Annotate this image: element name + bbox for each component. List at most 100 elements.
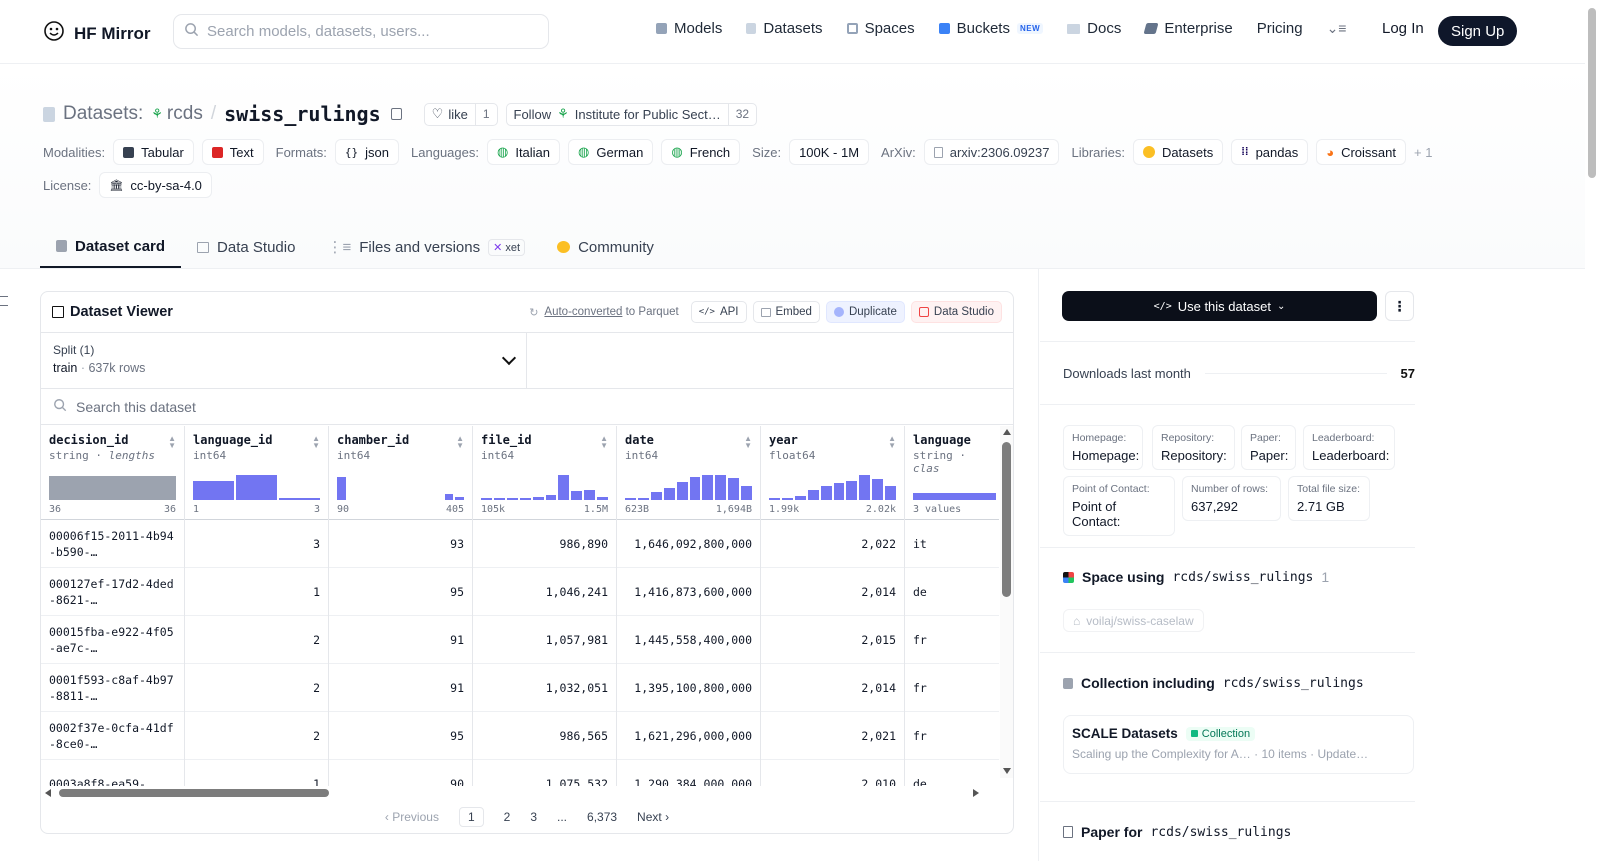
info-homepage[interactable]: Homepage: Homepage: (1063, 425, 1143, 470)
page-scroll-thumb[interactable] (1588, 8, 1596, 178)
table-cell[interactable]: 2 (185, 664, 328, 712)
histogram-bar[interactable] (625, 498, 636, 500)
table-cell[interactable]: 2 (185, 616, 328, 664)
scroll-thumb[interactable] (1002, 442, 1011, 597)
page-1[interactable]: 1 (458, 807, 484, 827)
prev-page[interactable]: ‹ Previous (384, 810, 439, 824)
histogram-bar[interactable] (506, 497, 518, 500)
info-leaderboard[interactable]: Leaderboard: Leaderboard: (1303, 425, 1395, 470)
histogram-bar[interactable] (444, 493, 454, 500)
scroll-down-icon[interactable] (1003, 768, 1011, 774)
table-cell[interactable]: 1,395,100,800,000 (617, 664, 760, 712)
nav-models[interactable]: Models (656, 20, 722, 37)
info-repository[interactable]: Repository: Repository: (1152, 425, 1235, 470)
nav-enterprise[interactable]: Enterprise (1143, 20, 1233, 37)
nav-buckets[interactable]: Buckets NEW (938, 20, 1044, 37)
histogram-bar[interactable] (807, 489, 819, 500)
more-menu-icon[interactable]: ⌄≡ (1326, 20, 1347, 36)
copy-icon[interactable] (390, 108, 402, 120)
auto-converted-link[interactable]: Auto-converted (544, 306, 623, 318)
table-cell[interactable]: 000127ef-17d2-4ded-8621-… (41, 568, 184, 616)
histogram-bar[interactable] (532, 497, 544, 500)
table-cell[interactable]: 1 (185, 760, 328, 787)
table-cell[interactable]: fr (905, 616, 999, 664)
horizontal-scrollbar[interactable] (41, 786, 999, 800)
histogram-bar[interactable] (558, 475, 570, 500)
table-cell[interactable]: 1,075,532 (473, 760, 616, 787)
histogram-bar[interactable] (571, 490, 583, 500)
nav-datasets[interactable]: Datasets (746, 20, 823, 37)
column-header[interactable]: language string · clas 3 values (905, 426, 999, 520)
scroll-left-icon[interactable] (45, 789, 51, 797)
follow-button[interactable]: Follow ⚘ Institute for Public Sect… 32 (505, 102, 758, 126)
dataset-name[interactable]: swiss_rulings (224, 102, 381, 126)
histogram-bar[interactable] (676, 481, 688, 500)
table-cell[interactable]: 1,445,558,400,000 (617, 616, 760, 664)
table-cell[interactable]: 95 (329, 712, 472, 760)
histogram-bar[interactable] (846, 480, 858, 500)
table-cell[interactable]: 2,021 (761, 712, 904, 760)
table-cell[interactable]: 1,032,051 (473, 664, 616, 712)
space-item[interactable]: ⌂ voilaj/swiss-caselaw (1063, 609, 1204, 632)
histogram-bar[interactable] (769, 498, 780, 500)
like-button[interactable]: ♡ like 1 (423, 102, 498, 126)
column-header[interactable]: date int64 ▲ ▼ 623B 1,694B (617, 426, 760, 520)
sort-icon[interactable]: ▲ ▼ (168, 434, 176, 450)
tag-json[interactable]: {} json (334, 139, 400, 165)
nav-docs[interactable]: Docs (1067, 20, 1121, 37)
table-cell[interactable]: 1,416,873,600,000 (617, 568, 760, 616)
collection-card[interactable]: SCALE Datasets Collection Scaling up the… (1063, 715, 1414, 774)
tab-community[interactable]: Community (541, 226, 670, 268)
column-header[interactable]: language_id int64 ▲ ▼ 1 3 (185, 426, 328, 520)
table-cell[interactable]: 95 (329, 568, 472, 616)
histogram-bar[interactable] (781, 498, 793, 500)
table-cell[interactable]: 1,290,384,000,000 (617, 760, 760, 787)
histogram-bar[interactable] (859, 475, 871, 500)
split-selector[interactable]: Split (1) train · 637k rows (41, 333, 527, 388)
tag-tabular[interactable]: Tabular (113, 139, 194, 165)
table-cell[interactable]: 1,046,241 (473, 568, 616, 616)
histogram-bar[interactable] (885, 485, 897, 500)
sort-icon[interactable]: ▲ ▼ (888, 434, 896, 450)
info-contact[interactable]: Point of Contact: Point of Contact: (1063, 476, 1175, 536)
table-cell[interactable]: 2 (185, 712, 328, 760)
scroll-up-icon[interactable] (1003, 429, 1011, 435)
table-cell[interactable]: 986,890 (473, 520, 616, 568)
column-header[interactable]: file_id int64 ▲ ▼ 105k 1.5M (473, 426, 616, 520)
column-header[interactable]: chamber_id int64 ▲ ▼ 90 405 (329, 426, 472, 520)
table-cell[interactable]: 3 (185, 520, 328, 568)
histogram-bar[interactable] (49, 476, 176, 500)
data-studio-button[interactable]: Data Studio (910, 301, 1002, 323)
histogram-bar[interactable] (584, 489, 596, 500)
table-cell[interactable]: 986,565 (473, 712, 616, 760)
vertical-scrollbar[interactable] (1000, 426, 1013, 778)
table-cell[interactable]: 2,010 (761, 760, 904, 787)
tag-italian[interactable]: ◍ Italian (486, 139, 561, 165)
login-link[interactable]: Log In (1382, 20, 1424, 37)
tag-datasets-lib[interactable]: Datasets (1132, 139, 1224, 165)
column-header[interactable]: decision_id string · lengths ▲ ▼ 36 36 (41, 426, 184, 520)
org-link[interactable]: rcds (166, 103, 203, 124)
hscroll-thumb[interactable] (59, 789, 329, 797)
sort-icon[interactable]: ▲ ▼ (600, 434, 608, 450)
tag-arxiv[interactable]: arxiv:2306.09237 (923, 139, 1060, 165)
tag-text[interactable]: Text (201, 139, 264, 165)
table-cell[interactable]: de (905, 568, 999, 616)
tag-german[interactable]: ◍ German (568, 139, 654, 165)
column-header[interactable]: year float64 ▲ ▼ 1.99k 2.02k (761, 426, 904, 520)
duplicate-button[interactable]: Duplicate (825, 301, 905, 323)
table-cell[interactable]: fr (905, 664, 999, 712)
libraries-more[interactable]: + 1 (1414, 144, 1433, 160)
histogram-bar[interactable] (663, 488, 675, 500)
histogram-bar[interactable] (481, 498, 492, 500)
histogram-bar[interactable] (637, 498, 649, 500)
tab-dataset-card[interactable]: Dataset card (40, 226, 182, 268)
table-cell[interactable]: 1,621,296,000,000 (617, 712, 760, 760)
embed-button[interactable]: Embed (752, 301, 820, 323)
histogram-bar[interactable] (279, 497, 320, 500)
page-3[interactable]: 3 (530, 810, 537, 824)
table-cell[interactable]: 93 (329, 520, 472, 568)
next-page[interactable]: Next › (637, 810, 670, 824)
histogram-bar[interactable] (794, 496, 806, 500)
table-cell[interactable]: fr (905, 712, 999, 760)
